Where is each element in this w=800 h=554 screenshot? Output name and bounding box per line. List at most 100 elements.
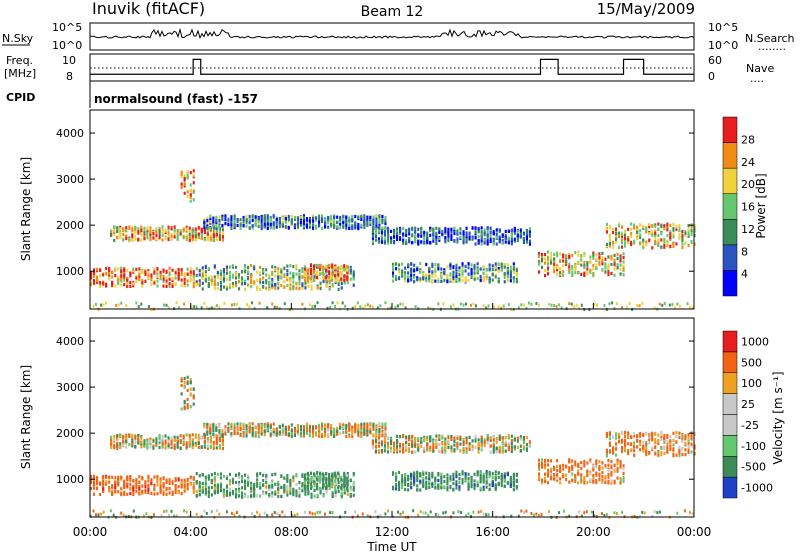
velocity-cell-7	[413, 480, 416, 484]
velocity-cell-3	[245, 425, 248, 429]
velocity-cell-1	[116, 434, 119, 438]
power-cell-3	[233, 223, 236, 227]
nave-trace	[90, 58, 694, 75]
velocity-cell-3	[248, 423, 251, 427]
power-cell-3	[221, 223, 224, 228]
velocity-cell-3	[308, 429, 311, 433]
power-cell-1	[131, 233, 134, 237]
power-cell-6	[417, 233, 420, 237]
nsky-tick-bottom: 10^0	[52, 39, 82, 52]
velocity-cell-7	[413, 483, 416, 487]
velocity-cell-3	[321, 433, 324, 437]
power-cell-1	[134, 234, 137, 238]
power-cell-7	[506, 263, 509, 267]
velocity-cell-4	[349, 478, 352, 482]
power-cell-8	[586, 272, 589, 276]
power-cell-1	[143, 237, 146, 241]
power-cell-6	[462, 237, 465, 241]
power-cell-7	[449, 263, 452, 268]
velocity-cell-6	[480, 445, 483, 449]
power-colorbar-swatch	[722, 116, 738, 143]
power-cell-1	[161, 231, 164, 235]
power-cell-2	[192, 169, 195, 173]
velocity-cell-4	[262, 473, 265, 477]
power-cell-3	[308, 225, 311, 229]
power-cell-2	[183, 184, 186, 188]
velocity-cell-5	[340, 480, 343, 484]
velocity-cell-6	[387, 446, 390, 450]
velocity-cell-4	[289, 488, 292, 492]
power-cell-8	[538, 252, 541, 256]
power-cell-7	[455, 263, 458, 267]
velocity-cell-0	[102, 479, 105, 484]
velocity-cell-7	[404, 473, 407, 477]
velocity-cell-6	[432, 449, 435, 453]
power-cell-3	[299, 217, 302, 221]
power-cell-1	[179, 231, 182, 235]
power-cell-1	[128, 225, 131, 229]
power-cell-9	[678, 236, 681, 240]
power-cell-9	[657, 243, 660, 247]
power-cell-6	[414, 239, 417, 243]
power-cell-6	[522, 236, 525, 241]
power-cell-8	[604, 270, 607, 274]
velocity-cell-6	[456, 436, 459, 441]
velocity-cell-6	[483, 438, 486, 442]
velocity-cell-5	[346, 477, 349, 481]
power-cell-near	[316, 301, 319, 305]
velocity-cell-6	[423, 447, 426, 451]
velocity-cell-3	[242, 422, 245, 426]
power-cell-0	[114, 267, 117, 271]
power-cell-3	[369, 217, 372, 221]
power-cell-1	[215, 232, 218, 237]
velocity-cell-6	[377, 444, 380, 448]
power-cell-7	[434, 262, 437, 267]
power-cell-5	[343, 279, 346, 283]
velocity-cell-6	[492, 450, 495, 454]
power-cell-6	[465, 233, 468, 237]
velocity-cell-6	[374, 450, 377, 454]
velocity-cell-6	[459, 442, 462, 446]
power-cell-8	[562, 259, 565, 263]
power-cell-7	[506, 272, 509, 276]
power-cell-3	[236, 219, 239, 223]
velocity-cell-1	[140, 440, 143, 444]
power-cell-5	[346, 264, 349, 269]
velocity-cell-5	[316, 484, 319, 488]
power-cell-8	[592, 251, 595, 255]
velocity-cell-4	[352, 488, 355, 492]
velocity-cell-4	[340, 492, 343, 496]
power-cell-8	[553, 262, 556, 266]
power-cell-2	[189, 193, 192, 197]
power-cell-5	[310, 271, 313, 275]
power-cell-3	[263, 215, 266, 219]
velocity-cell-5	[306, 481, 309, 485]
power-cell-9	[621, 232, 624, 236]
velocity-cell-1	[140, 445, 143, 449]
power-cell-6	[371, 230, 374, 234]
freq-unit-label: [MHz]	[4, 67, 36, 80]
velocity-cell-6	[510, 449, 513, 454]
velocity-cell-3	[215, 423, 218, 427]
power-cell-9	[642, 243, 645, 247]
velocity-cell-1	[185, 433, 188, 437]
power-cell-6	[447, 227, 450, 231]
velocity-cell-3	[236, 427, 239, 431]
power-cell-near	[359, 305, 362, 309]
power-cell-4	[262, 285, 265, 289]
velocity-cell-0	[102, 475, 105, 479]
velocity-cell-0	[90, 480, 93, 484]
power-cell-4	[219, 287, 222, 291]
power-cell-0	[120, 279, 123, 283]
velocity-cell-0	[105, 475, 108, 480]
power-ylabel: Slant Range [km]	[19, 157, 33, 261]
velocity-cell-1	[119, 442, 122, 446]
velocity-cell-4	[310, 492, 313, 496]
velocity-cell-4	[295, 494, 298, 498]
power-cell-4	[289, 279, 292, 283]
velocity-cell-6	[453, 443, 456, 447]
power-cell-9	[642, 238, 645, 242]
velocity-cell-4	[259, 486, 262, 490]
power-cell-1	[131, 238, 134, 242]
velocity-cell-4	[334, 481, 337, 485]
